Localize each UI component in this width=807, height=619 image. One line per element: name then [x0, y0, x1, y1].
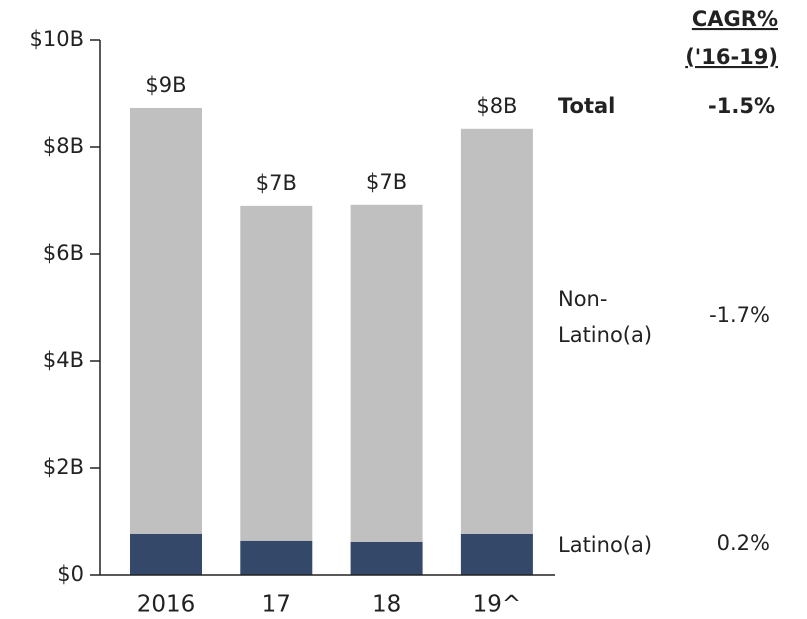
y-tick-label: $6B: [43, 241, 84, 265]
legend-label: Latino(a): [558, 533, 652, 557]
cagr-value: -1.7%: [709, 303, 770, 327]
y-tick-label: $0: [57, 562, 84, 586]
legend-label: Non-Latino(a): [558, 287, 652, 347]
bar-segment: [240, 540, 313, 575]
bar-segment: [350, 204, 423, 542]
cagr-header: CAGR%: [692, 7, 778, 31]
y-tick-label: $8B: [43, 134, 84, 158]
bar-segment: [130, 107, 202, 534]
bar-segment: [460, 533, 533, 575]
bar-segment: [350, 541, 423, 575]
bar-segment: [460, 128, 533, 534]
x-tick-label: 2016: [137, 592, 196, 618]
y-tick-label: $10B: [30, 27, 85, 51]
x-tick-label: 19^: [473, 592, 522, 618]
total-label: $9B: [145, 73, 186, 97]
cagr-value: 0.2%: [717, 531, 770, 555]
cagr-header: ('16-19): [685, 45, 778, 69]
total-label: $7B: [256, 171, 297, 195]
total-label: $8B: [476, 94, 517, 118]
y-tick-label: $4B: [43, 348, 84, 372]
bar-segment: [130, 533, 202, 575]
x-tick-label: 18: [372, 592, 401, 618]
total-label: Total: [558, 94, 615, 118]
total-label: $7B: [366, 170, 407, 194]
cagr-value: -1.5%: [708, 94, 775, 118]
bar-segment: [240, 205, 313, 541]
x-tick-label: 17: [262, 592, 291, 618]
y-tick-label: $2B: [43, 455, 84, 479]
